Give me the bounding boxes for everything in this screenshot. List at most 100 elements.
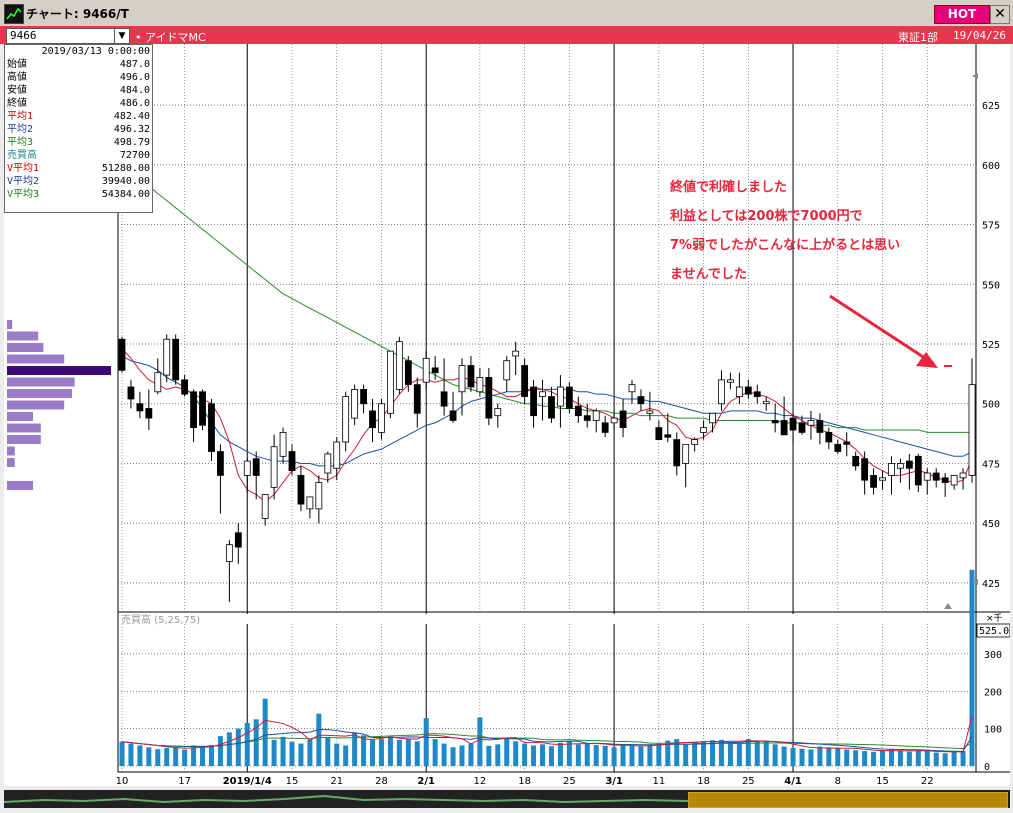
price-tick-label: 575 bbox=[982, 221, 1000, 232]
candle-body bbox=[485, 377, 493, 419]
candle-body bbox=[539, 391, 546, 397]
candle-body bbox=[932, 472, 940, 481]
volume-max-label: 525.0 bbox=[979, 626, 1009, 637]
volume-bar bbox=[692, 742, 698, 766]
volume-bar bbox=[674, 739, 680, 766]
candle-body bbox=[619, 410, 627, 429]
symbol-input[interactable]: 9466 bbox=[6, 28, 121, 44]
info-label: V平均3 bbox=[7, 189, 40, 200]
candle-body bbox=[404, 360, 412, 386]
candle-body bbox=[387, 350, 394, 414]
candle-body bbox=[503, 360, 511, 381]
volume-unit-label: ×千 bbox=[986, 613, 1003, 624]
price-tick-label: 425 bbox=[982, 579, 1000, 590]
candle-body bbox=[941, 477, 949, 483]
candle-body bbox=[163, 338, 171, 376]
volume-bar bbox=[808, 749, 814, 766]
volume-ma1 bbox=[121, 715, 973, 753]
volume-bar bbox=[817, 746, 823, 766]
candle-body bbox=[413, 384, 421, 414]
candle-body bbox=[852, 455, 860, 467]
volume-bar bbox=[718, 739, 724, 766]
candle-body bbox=[601, 422, 609, 433]
x-tick-label: 11 bbox=[652, 776, 665, 786]
volume-bar bbox=[343, 745, 349, 766]
candle-body bbox=[395, 341, 403, 390]
x-tick-label: 4/1 bbox=[784, 776, 802, 786]
hot-button[interactable]: HOT bbox=[934, 5, 990, 24]
company-label: アイドマMC bbox=[145, 31, 206, 44]
chart-area[interactable]: 625 600 575 550 525 500 475 450 425 300 200 100 0 525… bbox=[4, 44, 1011, 787]
volume-bar bbox=[155, 749, 161, 766]
volume-bar bbox=[316, 713, 322, 766]
volume-profile-bar bbox=[7, 435, 41, 444]
volume-bar bbox=[146, 747, 152, 766]
symbol-bar bbox=[0, 26, 1013, 44]
candle-body bbox=[771, 420, 779, 424]
candle-body bbox=[521, 365, 529, 397]
candlestick-chart[interactable]: 625 600 575 550 525 500 475 450 425 300 200 100 0 525… bbox=[4, 44, 1011, 787]
volume-profile-bar bbox=[7, 423, 41, 433]
close-button[interactable]: ✕ bbox=[990, 5, 1010, 24]
candle-body bbox=[270, 446, 278, 488]
volume-bar bbox=[531, 745, 537, 766]
price-tick-label: 475 bbox=[982, 459, 1000, 470]
volume-bar bbox=[191, 745, 197, 766]
candle-body bbox=[816, 420, 824, 433]
annotation-line: 利益としては200株で7000円で bbox=[670, 209, 863, 224]
candle-body bbox=[664, 434, 672, 438]
candle-body bbox=[718, 379, 725, 405]
volume-bar bbox=[897, 751, 903, 766]
candle-body bbox=[897, 463, 904, 469]
candle-body bbox=[333, 441, 341, 469]
candle-body bbox=[905, 460, 913, 469]
volume-bar bbox=[477, 717, 483, 766]
candle-body bbox=[735, 386, 743, 397]
candle-body bbox=[655, 427, 663, 440]
volume-profile-bar bbox=[7, 377, 75, 387]
volume-tick-label: 0 bbox=[984, 762, 990, 773]
x-tick-label: 22 bbox=[921, 776, 934, 786]
info-value: 496.32 bbox=[113, 124, 150, 135]
info-row: 平均3 498.79 bbox=[5, 136, 152, 149]
volume-bar bbox=[334, 743, 340, 766]
candle-body bbox=[261, 494, 269, 519]
scrollbar-thumb[interactable] bbox=[688, 792, 1008, 808]
candle-body bbox=[190, 391, 197, 429]
info-label: 平均2 bbox=[7, 124, 34, 135]
candle-body bbox=[843, 441, 851, 445]
info-row: 売買高 72700 bbox=[5, 149, 152, 162]
candle-body bbox=[727, 379, 734, 383]
volume-bar bbox=[370, 739, 376, 766]
volume-profile-bar bbox=[7, 331, 39, 341]
info-row: 終値 486.0 bbox=[5, 97, 152, 110]
volume-profile-bar bbox=[7, 343, 44, 352]
candle-body bbox=[592, 410, 600, 421]
x-tick-label: 8 bbox=[835, 776, 841, 786]
x-tick-label: 15 bbox=[876, 776, 889, 786]
volume-bar bbox=[942, 753, 948, 766]
info-value: 486.0 bbox=[119, 98, 150, 109]
chevron-down-icon[interactable]: ▼ bbox=[114, 28, 130, 44]
candle-body bbox=[879, 477, 886, 481]
candle-body bbox=[378, 403, 385, 433]
candle-body bbox=[234, 532, 242, 548]
info-value: 484.0 bbox=[119, 85, 150, 96]
volume-bar bbox=[862, 751, 868, 766]
candle-body bbox=[422, 357, 430, 383]
price-tick-label: 625 bbox=[982, 101, 1000, 112]
candle-body bbox=[369, 410, 376, 429]
price-tick-label: 525 bbox=[982, 340, 1000, 351]
volume-bar bbox=[647, 745, 653, 766]
candle-body bbox=[762, 400, 770, 405]
info-value: 487.0 bbox=[119, 59, 150, 70]
volume-bar bbox=[575, 744, 581, 766]
candle-body bbox=[870, 475, 877, 488]
volume-bar bbox=[414, 741, 420, 766]
info-value: 39940.00 bbox=[101, 176, 150, 187]
candle-body bbox=[888, 463, 895, 476]
candle-body bbox=[199, 391, 206, 426]
volume-bar bbox=[244, 723, 250, 766]
info-row: 始値 487.0 bbox=[5, 58, 152, 71]
info-label: 売買高 bbox=[7, 150, 37, 161]
